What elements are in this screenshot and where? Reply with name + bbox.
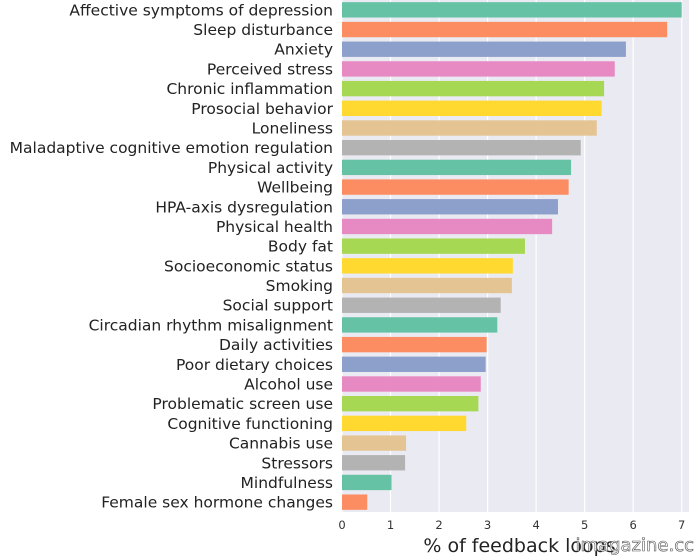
category-label: Affective symptoms of depression <box>69 1 333 19</box>
x-tick-label: 5 <box>581 518 588 532</box>
bar <box>342 2 682 18</box>
bar <box>342 317 498 333</box>
category-label: HPA-axis dysregulation <box>155 198 333 216</box>
x-tick-label: 7 <box>678 518 685 532</box>
category-label: Chronic inflammation <box>166 80 333 98</box>
category-labels: Affective symptoms of depression Sleep di… <box>10 1 334 511</box>
x-tick-label: 0 <box>338 518 345 532</box>
bar <box>342 80 605 97</box>
bar <box>342 415 467 432</box>
bar <box>342 258 513 274</box>
category-label: Loneliness <box>252 120 333 138</box>
category-label: Sleep disturbance <box>193 21 333 39</box>
bar <box>342 277 512 294</box>
category-label: Cognitive functioning <box>167 415 333 433</box>
category-label: Perceived stress <box>207 60 333 78</box>
bar <box>342 199 558 215</box>
category-label: Smoking <box>266 277 333 295</box>
bar <box>342 435 407 451</box>
bar <box>342 455 406 471</box>
bar <box>342 474 392 491</box>
category-label: Socioeconomic status <box>164 257 333 275</box>
watermark: imagazine.cc <box>576 535 694 556</box>
category-label: Female sex hormone changes <box>101 494 333 512</box>
category-label: Maladaptive cognitive emotion regulation <box>10 139 333 157</box>
x-axis-label: % of feedback loops <box>423 535 615 557</box>
bar <box>342 376 481 392</box>
bar <box>342 179 569 195</box>
category-label: Cannabis use <box>229 435 333 453</box>
x-tick-label: 6 <box>630 518 637 532</box>
bar <box>342 61 615 77</box>
category-label: Social support <box>223 297 333 315</box>
x-tick-label: 1 <box>387 518 394 532</box>
category-label: Prosocial behavior <box>191 100 333 118</box>
bar <box>342 159 572 176</box>
category-label: Body fat <box>268 238 333 256</box>
bar <box>342 140 581 156</box>
category-label: Daily activities <box>219 336 333 354</box>
plot-background <box>342 0 689 512</box>
bar <box>342 120 597 136</box>
category-label: Mindfulness <box>241 474 333 492</box>
category-label: Poor dietary choices <box>176 356 333 374</box>
x-tick-label: 3 <box>484 518 491 532</box>
bar <box>342 336 487 353</box>
x-tick-label: 2 <box>435 518 442 532</box>
bar <box>342 494 368 510</box>
category-label: Anxiety <box>274 41 333 59</box>
bar <box>342 297 501 313</box>
category-label: Problematic screen use <box>152 395 333 413</box>
bar <box>342 238 525 254</box>
bar <box>342 396 479 412</box>
bar <box>342 41 626 57</box>
x-tick-label: 4 <box>532 518 539 532</box>
bar <box>342 100 602 116</box>
bar <box>342 218 553 235</box>
x-tick-labels: 0 1 2 3 4 5 6 7 <box>338 518 685 532</box>
category-label: Stressors <box>261 454 333 472</box>
category-label: Wellbeing <box>257 179 333 197</box>
category-label: Physical activity <box>208 159 333 177</box>
category-label: Physical health <box>216 218 333 236</box>
category-label: Circadian rhythm misalignment <box>89 316 333 334</box>
bar <box>342 356 486 372</box>
bars <box>342 2 682 510</box>
bar <box>342 21 668 38</box>
category-label: Alcohol use <box>244 376 333 394</box>
